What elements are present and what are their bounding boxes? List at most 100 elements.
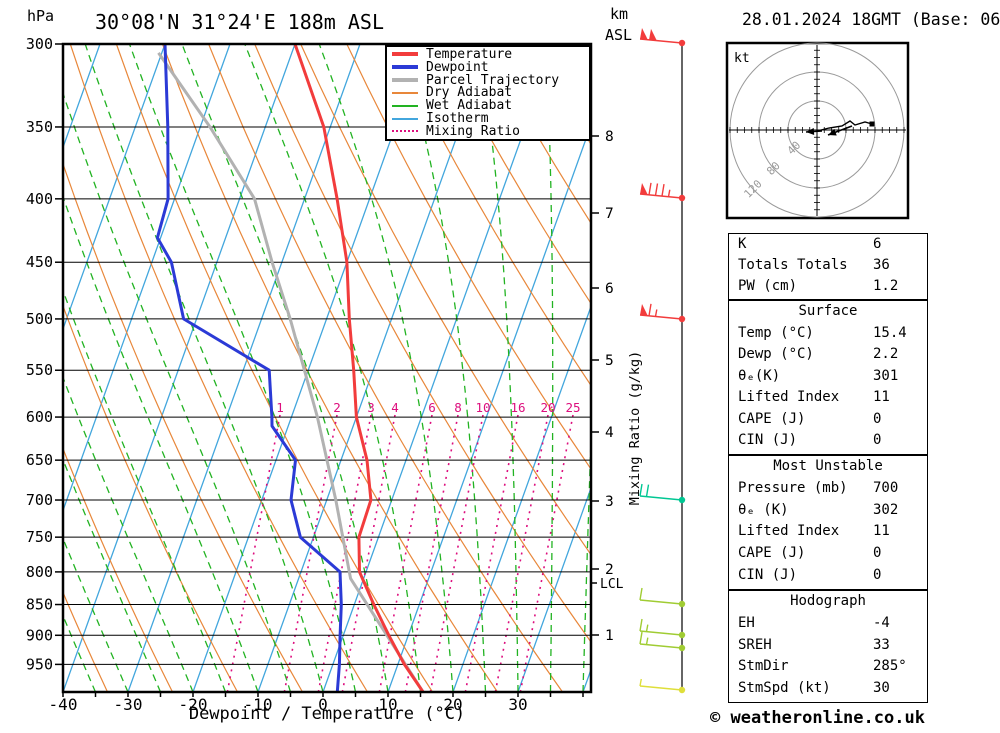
pressure-tick-label: 650 (26, 451, 53, 469)
legend-swatch (392, 117, 418, 120)
pressure-tick-label: 950 (26, 655, 53, 673)
table-row-value: 0 (873, 545, 882, 562)
pressure-tick-label: 900 (26, 626, 53, 644)
table-row-value: 2.2 (873, 346, 899, 363)
mixing-ratio-value-label: 10 (475, 400, 490, 415)
wind-barb (639, 483, 686, 504)
table-row-label: CAPE (J) (738, 410, 806, 427)
table-row: Totals Totals 36 (729, 255, 927, 276)
legend-label: Dewpoint (426, 59, 489, 75)
temperature-tick-label: 10 (378, 695, 397, 714)
table-row-value: 285° (873, 658, 907, 675)
table-row-value: 0 (873, 410, 882, 427)
hodograph-trace (816, 120, 873, 132)
mixing-ratio-value-label: 4 (391, 400, 399, 415)
km-tick-label: 1 (605, 628, 614, 644)
pressure-tick-label: 350 (26, 118, 53, 136)
mixing-ratio-value-label: 2 (333, 400, 341, 415)
table-row-value: 36 (873, 257, 890, 273)
table-row-label: Temp (°C) (738, 324, 814, 341)
mixing-ratio-value-label: 3 (367, 400, 375, 415)
table-row: Pressure (mb) 700 (729, 478, 927, 500)
table-row-label: CAPE (J) (738, 545, 806, 562)
table-row-label: StmDir (738, 658, 789, 675)
temperature-tick-label: -20 (179, 695, 208, 714)
km-tick-label: 2 (605, 562, 614, 578)
mixing-ratio-value-label: 20 (540, 400, 555, 415)
copyright-footer: © weatheronline.co.uk (710, 708, 925, 728)
parcel-trajectory-curve (157, 52, 425, 692)
legend-item-mixing-ratio: Mixing Ratio (387, 123, 589, 139)
legend-label: Mixing Ratio (426, 123, 520, 139)
legend-swatch (392, 104, 418, 107)
table-row-value: 301 (873, 367, 899, 384)
pressure-tick-label: 300 (26, 35, 53, 53)
legend-label: Isotherm (426, 111, 489, 127)
wind-barb (639, 631, 686, 652)
legend-swatch (392, 78, 418, 83)
legend-swatch (392, 52, 418, 57)
pressure-tick-label: 500 (26, 310, 53, 328)
table-row-label: CIN (J) (738, 432, 798, 449)
table-row: Temp (°C) 15.4 (729, 323, 927, 345)
legend-item-parcel-trajectory: Parcel Trajectory (387, 72, 589, 88)
legend-item-temperature: Temperature (387, 46, 589, 62)
indices-table-box: Most Unstable Pressure (mb) 700 θₑ (K) 302 Li… (728, 455, 928, 590)
table-row-value: 33 (873, 636, 890, 653)
sounding-curves (155, 44, 425, 692)
table-row-value: 1.2 (873, 278, 899, 294)
table-row: CAPE (J) 0 (729, 409, 927, 431)
table-row-value: 11 (873, 389, 890, 406)
temperature-curve (293, 44, 425, 692)
km-tick-label: 4 (605, 425, 614, 441)
table-row-label: θₑ (K) (738, 501, 789, 518)
wind-barb (639, 303, 686, 323)
table-row-value: 700 (873, 479, 899, 496)
wind-barb (639, 182, 686, 202)
mixing-ratio-axis-title: Mixing Ratio (g/kg) (627, 351, 643, 505)
legend-item-dry-adiabat: Dry Adiabat (387, 86, 589, 99)
table-row-value: 6 (873, 236, 882, 252)
pressure-tick-label: 550 (26, 361, 53, 379)
km-tick-label: 7 (605, 206, 614, 222)
km-tick-label: 8 (605, 129, 614, 145)
table-row: θₑ (K) 302 (729, 500, 927, 522)
table-row: CAPE (J) 0 (729, 543, 927, 565)
table-row-label: PW (cm) (738, 278, 798, 294)
km-tick-label: 3 (605, 494, 614, 510)
temperature-tick-label: 0 (318, 695, 328, 714)
table-row: θₑ(K) 301 (729, 366, 927, 388)
temperature-tick-label: 30 (508, 695, 527, 714)
asl-axis-label: ASL (605, 26, 632, 44)
pressure-tick-label: 800 (26, 563, 53, 581)
temperature-tick-label: -10 (244, 695, 273, 714)
table-section-header: Surface (798, 303, 858, 319)
pressure-tick-label: 750 (26, 528, 53, 546)
pressure-tick-label: 850 (26, 596, 53, 614)
hodograph-unit-label: kt (734, 51, 750, 66)
temperature-tick-label: -40 (49, 695, 78, 714)
indices-table-box: Hodograph EH -4 SREH 33 StmDir 285° StmSpd (kt)… (728, 590, 928, 703)
table-row: EH -4 (729, 613, 927, 635)
legend-label: Parcel Trajectory (426, 72, 560, 88)
table-row: Dewp (°C) 2.2 (729, 344, 927, 366)
table-row: CIN (J) 0 (729, 565, 927, 587)
wind-barb-column (639, 28, 686, 694)
pressure-tick-label: 600 (26, 408, 53, 426)
x-axis-title: Dewpoint / Temperature (°C) (189, 704, 465, 724)
pressure-tick-label: 700 (26, 491, 53, 509)
km-axis-label: km (610, 5, 628, 23)
legend-swatch (392, 65, 418, 70)
wind-barb (639, 678, 686, 694)
table-row-value: 15.4 (873, 324, 907, 341)
table-row-label: Lifted Index (738, 389, 840, 406)
table-row: SREH 33 (729, 635, 927, 657)
table-row-label: CIN (J) (738, 567, 798, 584)
temperature-tick-label: -30 (114, 695, 143, 714)
axis-ticks-and-labels: 3003504004505005506006507007508008509009… (26, 35, 614, 714)
legend-label: Wet Adiabat (426, 98, 513, 114)
page-title: 30°08'N 31°24'E 188m ASL (95, 10, 384, 34)
mixing-ratio-value-label: 8 (454, 400, 462, 415)
legend-label: Temperature (426, 46, 513, 62)
